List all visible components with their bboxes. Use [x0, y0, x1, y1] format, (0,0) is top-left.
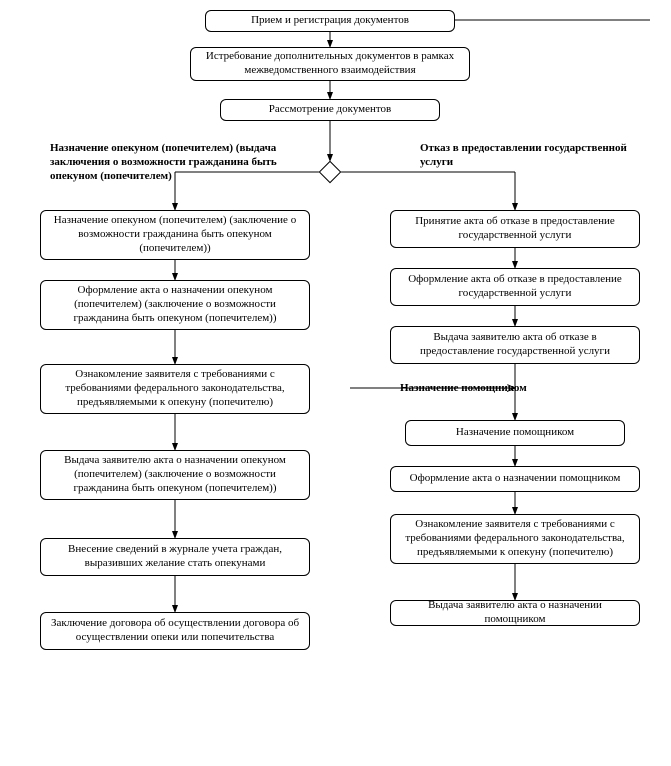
node-n7: Выдача заявителю акта о назначении опеку… [40, 450, 310, 500]
label-l3: Назначение помощником [400, 382, 600, 396]
node-text: Ознакомление заявителя с требованиями с … [49, 368, 301, 409]
decision-diamond [319, 161, 342, 184]
node-text: Выдача заявителю акта о назначении помощ… [399, 599, 631, 627]
node-text: Выдача заявителю акта об отказе в предос… [399, 331, 631, 359]
node-text: Прием и регистрация документов [251, 14, 409, 28]
node-r7: Выдача заявителю акта о назначении помощ… [390, 600, 640, 626]
node-r4: Назначение помощником [405, 420, 625, 446]
node-text: Заключение договора об осуществлении дог… [49, 617, 301, 645]
node-text: Оформление акта о назначении опекуном (п… [49, 284, 301, 325]
node-text: Оформление акта о назначении помощником [410, 472, 621, 486]
node-r2: Оформление акта об отказе в предоставлен… [390, 268, 640, 306]
node-r5: Оформление акта о назначении помощником [390, 466, 640, 492]
node-text: Принятие акта об отказе в предоставление… [399, 215, 631, 243]
node-r3: Выдача заявителю акта об отказе в предос… [390, 326, 640, 364]
node-n5: Оформление акта о назначении опекуном (п… [40, 280, 310, 330]
node-text: Истребование дополнительных документов в… [199, 50, 461, 78]
flowchart-canvas: Прием и регистрация документов Истребован… [10, 10, 661, 756]
label-l1: Назначение опекуном (попечителем) (выдач… [50, 142, 310, 183]
node-text: Назначение опекуном (попечителем) (заклю… [49, 214, 301, 255]
node-n3: Рассмотрение документов [220, 99, 440, 121]
node-n1: Прием и регистрация документов [205, 10, 455, 32]
label-l2: Отказ в предоставлении государственной у… [420, 142, 660, 170]
node-text: Назначение помощником [456, 426, 574, 440]
node-text: Внесение сведений в журнале учета гражда… [49, 543, 301, 571]
node-n2: Истребование дополнительных документов в… [190, 47, 470, 81]
node-text: Оформление акта об отказе в предоставлен… [399, 273, 631, 301]
node-r1: Принятие акта об отказе в предоставление… [390, 210, 640, 248]
node-n9: Заключение договора об осуществлении дог… [40, 612, 310, 650]
node-n4: Назначение опекуном (попечителем) (заклю… [40, 210, 310, 260]
node-text: Рассмотрение документов [269, 103, 392, 117]
node-n6: Ознакомление заявителя с требованиями с … [40, 364, 310, 414]
node-text: Выдача заявителю акта о назначении опеку… [49, 454, 301, 495]
node-r6: Ознакомление заявителя с требованиями с … [390, 514, 640, 564]
node-text: Ознакомление заявителя с требованиями с … [399, 518, 631, 559]
node-n8: Внесение сведений в журнале учета гражда… [40, 538, 310, 576]
